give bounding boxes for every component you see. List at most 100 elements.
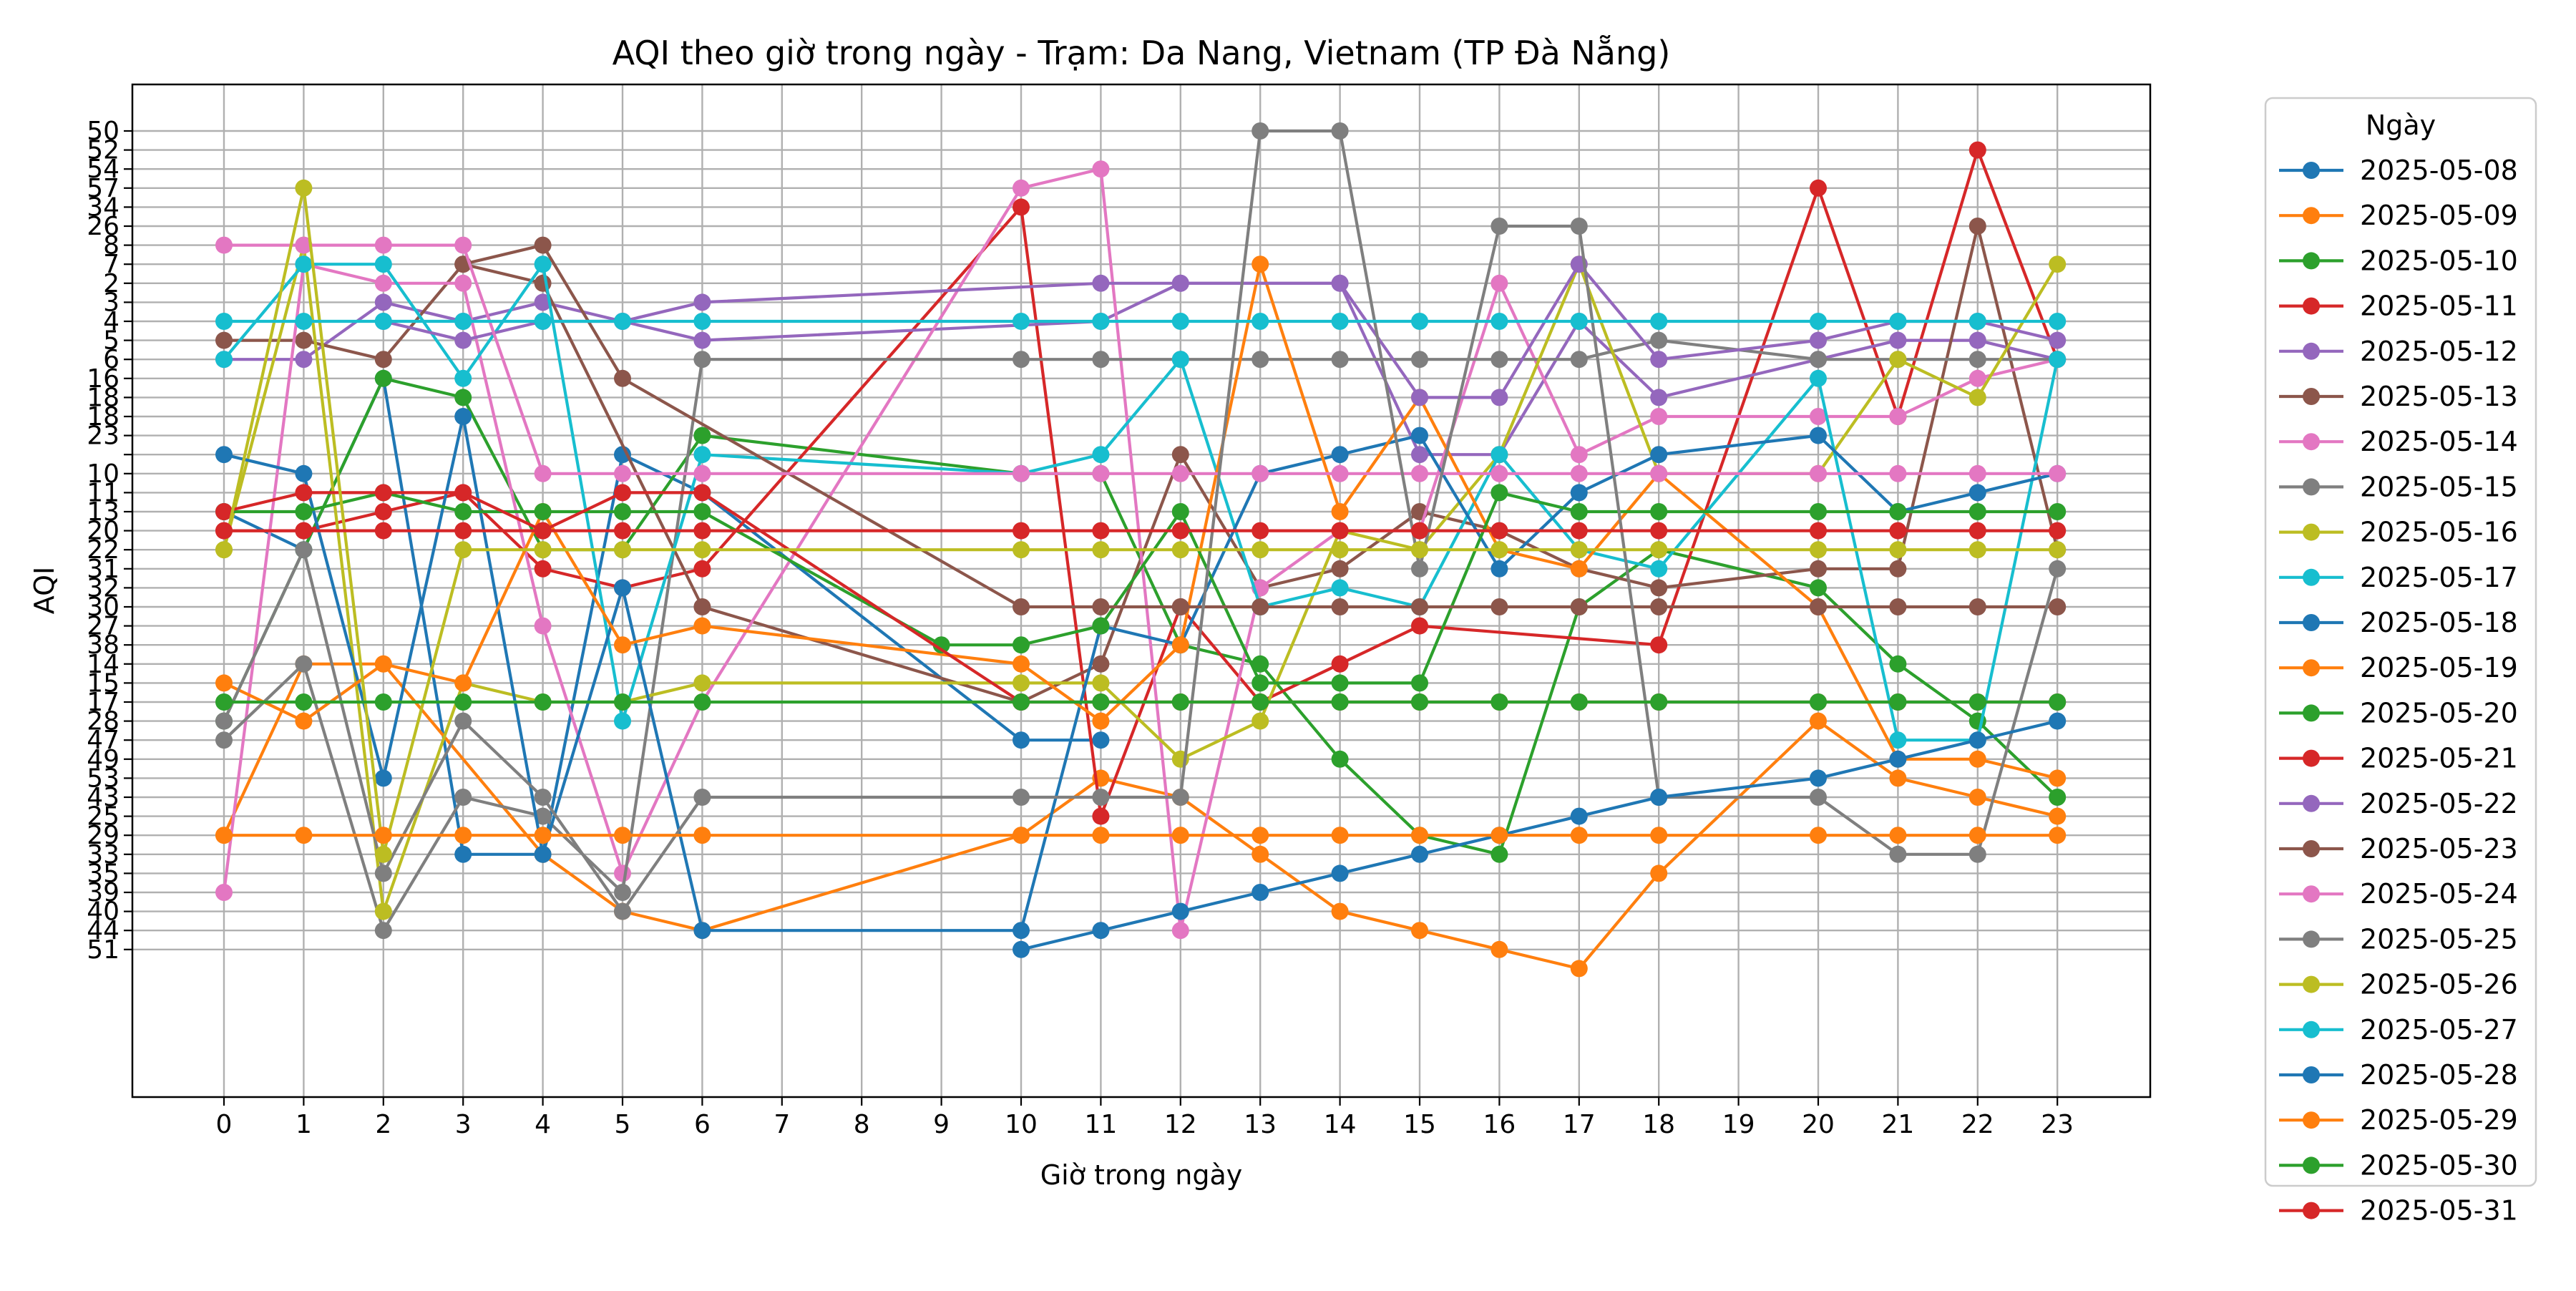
data-point xyxy=(1331,864,1349,882)
data-point xyxy=(1092,789,1110,806)
data-point xyxy=(454,331,472,349)
y-tick-label: 4 xyxy=(103,307,119,336)
data-point xyxy=(1650,541,1668,559)
x-tick-label: 11 xyxy=(1084,1110,1117,1139)
data-point xyxy=(295,693,313,711)
legend-items: 2025-05-08 2025-05-09 2025-05-10 2025-05-11… xyxy=(2279,155,2518,1227)
x-tick-label: 21 xyxy=(1881,1110,1914,1139)
data-point xyxy=(614,636,631,654)
data-point xyxy=(374,845,392,863)
data-point xyxy=(1570,522,1588,540)
data-point xyxy=(614,313,631,330)
legend-label: 2025-05-17 xyxy=(2360,562,2518,593)
data-point xyxy=(374,522,392,540)
data-point xyxy=(1013,351,1030,369)
data-point xyxy=(374,236,392,254)
y-tick-label: 40 xyxy=(87,897,119,927)
legend-swatch-marker xyxy=(2303,975,2320,993)
data-point xyxy=(1570,503,1588,520)
data-point xyxy=(454,541,472,559)
data-point xyxy=(614,884,631,901)
y-tick-label: 44 xyxy=(87,916,119,945)
data-point xyxy=(1810,712,1827,730)
legend-frame xyxy=(2264,97,2537,1187)
data-point xyxy=(1570,960,1588,978)
data-point xyxy=(1889,464,1907,482)
data-point xyxy=(1171,789,1189,806)
data-point xyxy=(454,789,472,806)
data-point xyxy=(1889,598,1907,615)
data-point xyxy=(1491,827,1508,844)
legend-label: 2025-05-19 xyxy=(2360,652,2518,683)
data-point xyxy=(2049,503,2067,520)
data-point xyxy=(374,351,392,369)
data-point xyxy=(614,541,631,559)
data-point xyxy=(693,313,711,330)
data-point xyxy=(1331,693,1349,711)
data-point xyxy=(454,236,472,254)
legend-label: 2025-05-25 xyxy=(2360,923,2518,955)
data-point xyxy=(1331,598,1349,615)
legend-label: 2025-05-30 xyxy=(2360,1149,2518,1181)
series-line xyxy=(224,281,2058,457)
y-tick-label: 33 xyxy=(87,840,119,869)
data-point xyxy=(693,331,711,349)
x-tick-label: 6 xyxy=(694,1110,711,1139)
data-point xyxy=(1570,464,1588,482)
data-point xyxy=(1810,789,1827,806)
y-tick-label: 25 xyxy=(87,802,119,832)
data-point xyxy=(534,274,552,292)
data-point xyxy=(1331,446,1349,464)
data-point xyxy=(1650,827,1668,844)
legend-swatch-marker xyxy=(2303,704,2320,722)
data-point xyxy=(1570,446,1588,464)
data-point xyxy=(215,884,233,901)
legend-label: 2025-05-11 xyxy=(2360,291,2518,322)
y-tick-label: 50 xyxy=(87,117,119,146)
y-tick-label: 39 xyxy=(87,878,119,907)
data-point xyxy=(1968,503,1986,520)
legend-swatch-marker xyxy=(2303,342,2320,360)
data-point xyxy=(1013,198,1030,216)
legend-title: Ngày xyxy=(2366,109,2436,141)
x-tick-label: 5 xyxy=(615,1110,631,1139)
chart-title: AQI theo giờ trong ngày - Trạm: Da Nang,… xyxy=(613,34,1671,72)
data-point xyxy=(1171,922,1189,940)
data-point xyxy=(1570,598,1588,615)
series-line xyxy=(223,338,2058,932)
data-point xyxy=(1968,693,1986,711)
data-point xyxy=(1331,579,1349,597)
data-point xyxy=(1252,693,1269,711)
data-point xyxy=(1570,827,1588,844)
data-point xyxy=(1252,313,1269,330)
series-2025-05-26 xyxy=(215,179,2067,863)
data-point xyxy=(1331,674,1349,692)
data-point xyxy=(1171,313,1189,330)
x-tick-label: 20 xyxy=(1802,1110,1835,1139)
data-point xyxy=(1968,464,1986,482)
data-point xyxy=(1252,122,1269,140)
legend-label: 2025-05-27 xyxy=(2360,1014,2518,1046)
data-point xyxy=(1810,313,1827,330)
data-point xyxy=(1889,313,1907,330)
data-point xyxy=(1491,598,1508,615)
data-point xyxy=(1889,845,1907,863)
x-tick-label: 17 xyxy=(1563,1110,1596,1139)
data-point xyxy=(454,522,472,540)
data-point xyxy=(1013,541,1030,559)
x-tick-label: 12 xyxy=(1164,1110,1197,1139)
data-point xyxy=(454,674,472,692)
data-point xyxy=(1650,789,1668,806)
data-point xyxy=(1810,464,1827,482)
data-point xyxy=(1570,807,1588,825)
data-point xyxy=(215,674,233,692)
data-point xyxy=(534,827,552,844)
data-point xyxy=(1889,731,1907,749)
data-point xyxy=(215,712,233,730)
data-point xyxy=(1013,313,1030,330)
data-point xyxy=(1650,351,1668,369)
data-point xyxy=(1889,331,1907,349)
y-tick-label: 28 xyxy=(87,707,119,736)
data-point xyxy=(1968,313,1986,330)
data-point xyxy=(1810,560,1827,578)
